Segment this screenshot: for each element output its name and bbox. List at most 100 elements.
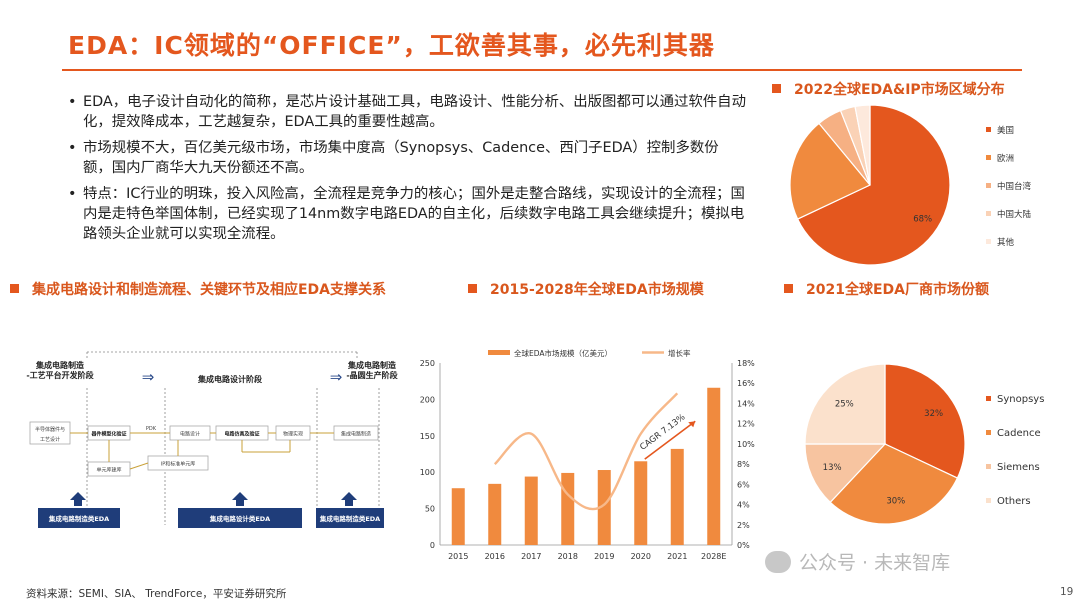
legend-label: 欧洲: [997, 153, 1014, 164]
legend-label: Others: [997, 496, 1031, 507]
stage-right-label: 集成电路制造-晶圆生产阶段: [346, 360, 397, 380]
section-title-market: 2015-2028年全球EDA市场规模: [468, 279, 704, 299]
legend-swatch: [986, 396, 991, 401]
pie-data-label: 30%: [886, 497, 905, 507]
section-title-text: 2022全球EDA&IP市场区域分布: [794, 82, 1005, 98]
pie-data-label: 13%: [823, 463, 842, 473]
tool-mid-label: 集成电路设计类EDA: [209, 514, 270, 523]
x-tick-label: 2021: [667, 552, 687, 561]
tool-box-mid: [178, 508, 302, 528]
y-tick-label: 50: [425, 505, 435, 514]
y2-tick-label: 18%: [737, 359, 755, 368]
arrow-up-icon: [70, 492, 86, 506]
pie-data-label: 32%: [924, 409, 943, 419]
legend-label: 增长率: [668, 348, 691, 358]
title-divider: [62, 69, 1022, 71]
box-process-label: 半导体器件与工艺设计: [35, 426, 65, 443]
vendor-pie-chart: 32% 30% 13% 25% Synopsys Cadence Siemens Others: [804, 363, 1044, 525]
y-tick-label: 100: [420, 468, 435, 477]
page-title: EDA：IC领域的“OFFICE”，工欲善其事，必先利其器: [68, 31, 715, 60]
legend-swatch: [986, 430, 991, 435]
page-number: 19: [1060, 586, 1074, 598]
section-title-text: 2021全球EDA厂商市场份额: [806, 282, 989, 298]
section-title-vendor-pie: 2021全球EDA厂商市场份额: [784, 279, 989, 299]
square-bullet-icon: [468, 284, 477, 293]
eda-flow-diagram: 集成电路制造-工艺平台开发阶段 ⇒ 集成电路设计阶段 ⇒ 集成电路制造-晶圆生产…: [26, 351, 398, 528]
bar: [634, 461, 648, 545]
legend-swatch: [986, 155, 991, 160]
x-tick-label: 2018: [558, 552, 578, 561]
pie-slice: [854, 104, 871, 186]
cagr-arrowhead: [688, 421, 696, 428]
section-title-flow: 集成电路设计和制造流程、关键环节及相应EDA支撑关系: [10, 279, 386, 299]
box-circuit-label: 电路设计: [180, 431, 200, 438]
arrow-right-icon: ⇒: [142, 368, 155, 386]
pie-slice: [804, 443, 887, 504]
bar: [670, 448, 684, 545]
legend-swatch: [986, 239, 991, 244]
bullet-list: EDA，电子设计自动化的简称，是芯片设计基础工具，电路设计、性能分析、出版图都可…: [66, 92, 746, 250]
flow-connector: [129, 462, 149, 470]
square-bullet-icon: [784, 284, 793, 293]
x-tick-label: 2020: [631, 552, 651, 561]
y2-tick-label: 10%: [737, 440, 755, 449]
tool-left-label: 集成电路制造类EDA: [48, 514, 109, 523]
y-tick-label: 250: [420, 359, 435, 368]
box-fab-label: 集成电路制造: [341, 431, 371, 438]
pie-slice: [796, 104, 951, 266]
box-ipcell-label: IP和标准单元库: [161, 461, 196, 468]
stage-mid-label: 集成电路设计阶段: [197, 374, 262, 384]
cagr-arrow: [644, 420, 696, 460]
arrow-right-icon: ⇒: [330, 368, 343, 386]
y-tick-label: 0: [430, 541, 435, 550]
wechat-icon: [765, 551, 791, 573]
square-bullet-icon: [772, 84, 781, 93]
x-tick-label: 2015: [448, 552, 468, 561]
section-title-text: 集成电路设计和制造流程、关键环节及相应EDA支撑关系: [32, 282, 387, 298]
legend-label: Synopsys: [997, 394, 1044, 405]
box-cell-label: 单元库建库: [96, 467, 121, 474]
section-title-region-pie: 2022全球EDA&IP市场区域分布: [772, 79, 1005, 99]
x-tick-label: 2016: [485, 552, 505, 561]
growth-line: [493, 392, 679, 511]
legend-swatch: [986, 127, 991, 132]
x-tick-label: 2028E: [701, 552, 726, 561]
market-size-chart: 0 50 100 150 200 250 0% 2% 4% 6% 8% 10% 12% 14% 16% 18%…: [420, 348, 755, 561]
pie-slice: [790, 122, 871, 220]
legend-label: 中国台湾: [997, 181, 1032, 192]
tool-box-left: [38, 508, 120, 528]
box-sim-label: 电路仿真及验证: [224, 431, 259, 438]
legend-label: Siemens: [997, 462, 1040, 473]
legend-swatch: [986, 183, 991, 188]
legend-label: 中国大陆: [997, 209, 1032, 220]
bullet-item: 特点：IC行业的明珠，投入风险高，全流程是竞争力的核心；国外是走整合路线，实现设…: [66, 184, 746, 244]
legend-swatch: [986, 464, 991, 469]
y2-tick-label: 12%: [737, 420, 755, 429]
square-bullet-icon: [10, 284, 19, 293]
legend-label: Cadence: [997, 428, 1041, 439]
y2-tick-label: 14%: [737, 399, 755, 408]
pie-slice: [804, 363, 886, 445]
y-tick-label: 200: [420, 395, 435, 404]
watermark-text: 公众号 · 未来智库: [799, 552, 951, 574]
stage-left-label: 集成电路制造-工艺平台开发阶段: [26, 360, 93, 380]
bullet-item: EDA，电子设计自动化的简称，是芯片设计基础工具，电路设计、性能分析、出版图都可…: [66, 92, 746, 132]
legend-swatch: [986, 211, 991, 216]
y2-tick-label: 0%: [737, 541, 750, 550]
y2-tick-label: 6%: [737, 480, 750, 489]
pie-slice: [884, 363, 966, 479]
box-physical-label: 物理实现: [283, 431, 303, 438]
box-device-label: 器件模型化验证: [90, 431, 126, 438]
bullet-item: 市场规模不大，百亿美元级市场，市场集中度高（Synopsys、Cadence、西…: [66, 138, 746, 178]
bar: [451, 488, 465, 545]
legend-swatch: [986, 498, 991, 503]
y2-tick-label: 16%: [737, 379, 755, 388]
bar: [488, 483, 502, 545]
y2-tick-label: 4%: [737, 501, 750, 510]
tool-right-label: 集成电路制造类EDA: [319, 514, 380, 523]
tool-box-right: [316, 508, 384, 528]
y2-tick-label: 8%: [737, 460, 750, 469]
x-tick-label: 2017: [521, 552, 541, 561]
bar: [524, 476, 538, 545]
legend-swatch: [488, 350, 510, 355]
